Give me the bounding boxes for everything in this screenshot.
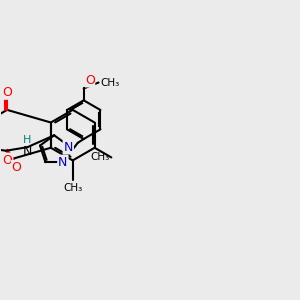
Text: CH₃: CH₃	[100, 77, 119, 88]
Text: N: N	[23, 145, 32, 158]
Text: O: O	[2, 85, 12, 98]
Text: O: O	[2, 154, 12, 167]
Text: N: N	[58, 156, 68, 169]
Text: O: O	[11, 160, 21, 174]
Text: CH₃: CH₃	[91, 152, 110, 162]
Text: H: H	[23, 135, 32, 145]
Text: CH₃: CH₃	[63, 183, 82, 193]
Text: O: O	[85, 74, 95, 87]
Text: N: N	[64, 140, 73, 154]
